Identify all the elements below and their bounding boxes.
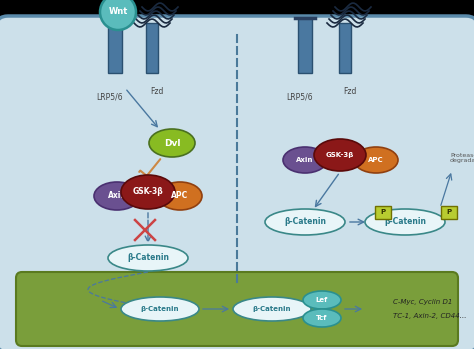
Ellipse shape xyxy=(94,182,140,210)
Ellipse shape xyxy=(265,209,345,235)
Text: Fzd: Fzd xyxy=(150,87,164,96)
Ellipse shape xyxy=(121,297,199,321)
Ellipse shape xyxy=(365,209,445,235)
Ellipse shape xyxy=(233,297,311,321)
Text: β-Catenin: β-Catenin xyxy=(284,217,326,227)
FancyBboxPatch shape xyxy=(441,206,457,219)
Text: GSK-3β: GSK-3β xyxy=(326,152,354,158)
Text: Axin: Axin xyxy=(108,192,127,200)
Text: Proteasomal
degradation: Proteasomal degradation xyxy=(450,153,474,163)
Ellipse shape xyxy=(158,182,202,210)
Text: Wnt: Wnt xyxy=(109,7,128,16)
Text: β-Catenin: β-Catenin xyxy=(384,217,426,227)
Text: APC: APC xyxy=(368,157,384,163)
FancyBboxPatch shape xyxy=(0,16,474,349)
Text: P: P xyxy=(381,209,385,215)
Ellipse shape xyxy=(354,147,398,173)
Bar xyxy=(298,18,312,73)
Ellipse shape xyxy=(303,309,341,327)
Text: Dvl: Dvl xyxy=(164,139,180,148)
Ellipse shape xyxy=(314,139,366,171)
Ellipse shape xyxy=(283,147,327,173)
Bar xyxy=(339,23,351,73)
Text: TC-1, Axin-2, CD44...: TC-1, Axin-2, CD44... xyxy=(393,313,466,319)
Text: C-Myc, Cyclin D1: C-Myc, Cyclin D1 xyxy=(393,299,452,305)
FancyBboxPatch shape xyxy=(375,206,391,219)
Bar xyxy=(108,18,122,73)
Text: β-Catenin: β-Catenin xyxy=(141,306,179,312)
Text: APC: APC xyxy=(172,192,189,200)
Text: P: P xyxy=(447,209,452,215)
Ellipse shape xyxy=(121,175,175,209)
Text: LRP5/6: LRP5/6 xyxy=(287,92,313,101)
Bar xyxy=(146,23,158,73)
Text: β-Catenin: β-Catenin xyxy=(127,253,169,262)
FancyBboxPatch shape xyxy=(16,272,458,346)
Text: Axin: Axin xyxy=(296,157,314,163)
Text: Fzd: Fzd xyxy=(343,87,357,96)
Circle shape xyxy=(100,0,136,30)
Ellipse shape xyxy=(303,291,341,309)
Text: Tcf: Tcf xyxy=(316,315,328,321)
Text: β-Catenin: β-Catenin xyxy=(253,306,291,312)
Text: GSK-3β: GSK-3β xyxy=(133,187,164,196)
Ellipse shape xyxy=(108,245,188,271)
Text: LRP5/6: LRP5/6 xyxy=(97,92,123,101)
Ellipse shape xyxy=(149,129,195,157)
Text: Lef: Lef xyxy=(316,297,328,303)
